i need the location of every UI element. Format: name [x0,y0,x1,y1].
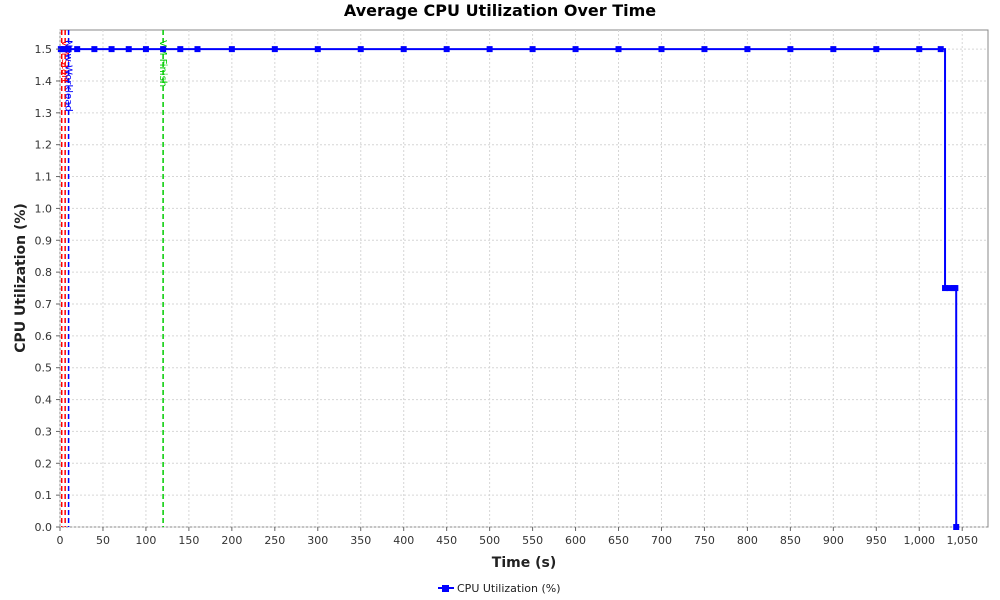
data-point [108,46,115,53]
x-tick-label: 850 [780,534,801,547]
data-point [658,46,665,53]
data-point [91,46,98,53]
plot-area [59,29,989,528]
legend-marker [442,585,449,592]
data-point [942,285,949,292]
x-tick-label: 500 [479,534,500,547]
y-tick-label: 0.5 [35,362,53,375]
data-point [830,46,837,53]
x-tick-label: 700 [651,534,672,547]
y-tick-label: 0.1 [35,489,53,502]
data-point [443,46,450,53]
x-tick-label: 1,050 [946,534,978,547]
y-tick-label: 1.1 [35,171,53,184]
data-point [65,46,72,53]
y-tick-label: 0.9 [35,234,53,247]
chart-title: Average CPU Utilization Over Time [344,1,656,20]
data-point [529,46,536,53]
x-tick-label: 450 [436,534,457,547]
data-point [314,46,321,53]
x-tick-label: 300 [307,534,328,547]
y-tick-label: 0.2 [35,457,53,470]
data-point [873,46,880,53]
x-tick-label: 650 [608,534,629,547]
y-tick-label: 0.7 [35,298,53,311]
x-tick-label: 50 [96,534,110,547]
event-marker-label: VM Finish [157,40,168,87]
y-tick-label: 1.3 [35,107,53,120]
y-axis-label: CPU Utilization (%) [13,203,29,353]
data-point [160,46,167,53]
x-tick-label: 1,000 [904,534,936,547]
y-tick-label: 0.6 [35,330,53,343]
data-point [937,46,944,53]
grid-lines [59,30,988,528]
x-tick-label: 900 [823,534,844,547]
axes: 0 50 100 150 200 250 300 350 400 450 500 550 600 650 7… [35,43,978,547]
data-point [57,46,64,53]
x-tick-label: 750 [694,534,715,547]
x-tick-label: 150 [178,534,199,547]
data-point [177,46,184,53]
data-point [952,285,959,292]
data-point [916,46,923,53]
data-point [125,46,132,53]
y-tick-label: 1.4 [35,75,53,88]
x-tick-label: 0 [57,534,64,547]
x-tick-label: 350 [350,534,371,547]
data-point [701,46,708,53]
x-tick-label: 100 [135,534,156,547]
data-point [357,46,364,53]
y-tick-label: 0.3 [35,425,53,438]
x-axis-label: Time (s) [492,555,556,571]
data-point [61,46,68,53]
legend-label: CPU Utilization (%) [457,582,561,595]
y-tick-label: 1.2 [35,139,53,152]
event-marker-label: VM Start [59,40,70,83]
x-tick-label: 950 [866,534,887,547]
x-tick-label: 550 [522,534,543,547]
data-point [744,46,751,53]
y-tick-label: 0.0 [35,521,53,534]
data-point [787,46,794,53]
data-point [953,524,960,530]
data-series [57,46,960,530]
event-marker-label: New Workload [63,40,74,112]
legend: CPU Utilization (%) [438,582,561,595]
data-point [946,285,953,292]
y-tick-label: 1.0 [35,202,53,215]
y-tick-label: 0.4 [35,394,53,407]
data-point [615,46,622,53]
y-tick-label: 1.5 [35,43,53,56]
x-tick-label: 600 [565,534,586,547]
x-tick-label: 200 [221,534,242,547]
data-point [400,46,407,53]
data-point [271,46,278,53]
data-point [142,46,149,53]
data-point [74,46,81,53]
x-tick-label: 250 [264,534,285,547]
data-point [228,46,235,53]
x-tick-label: 400 [393,534,414,547]
y-tick-label: 0.8 [35,266,53,279]
data-point [486,46,493,53]
data-point [572,46,579,53]
x-tick-label: 800 [737,534,758,547]
data-point [194,46,201,53]
